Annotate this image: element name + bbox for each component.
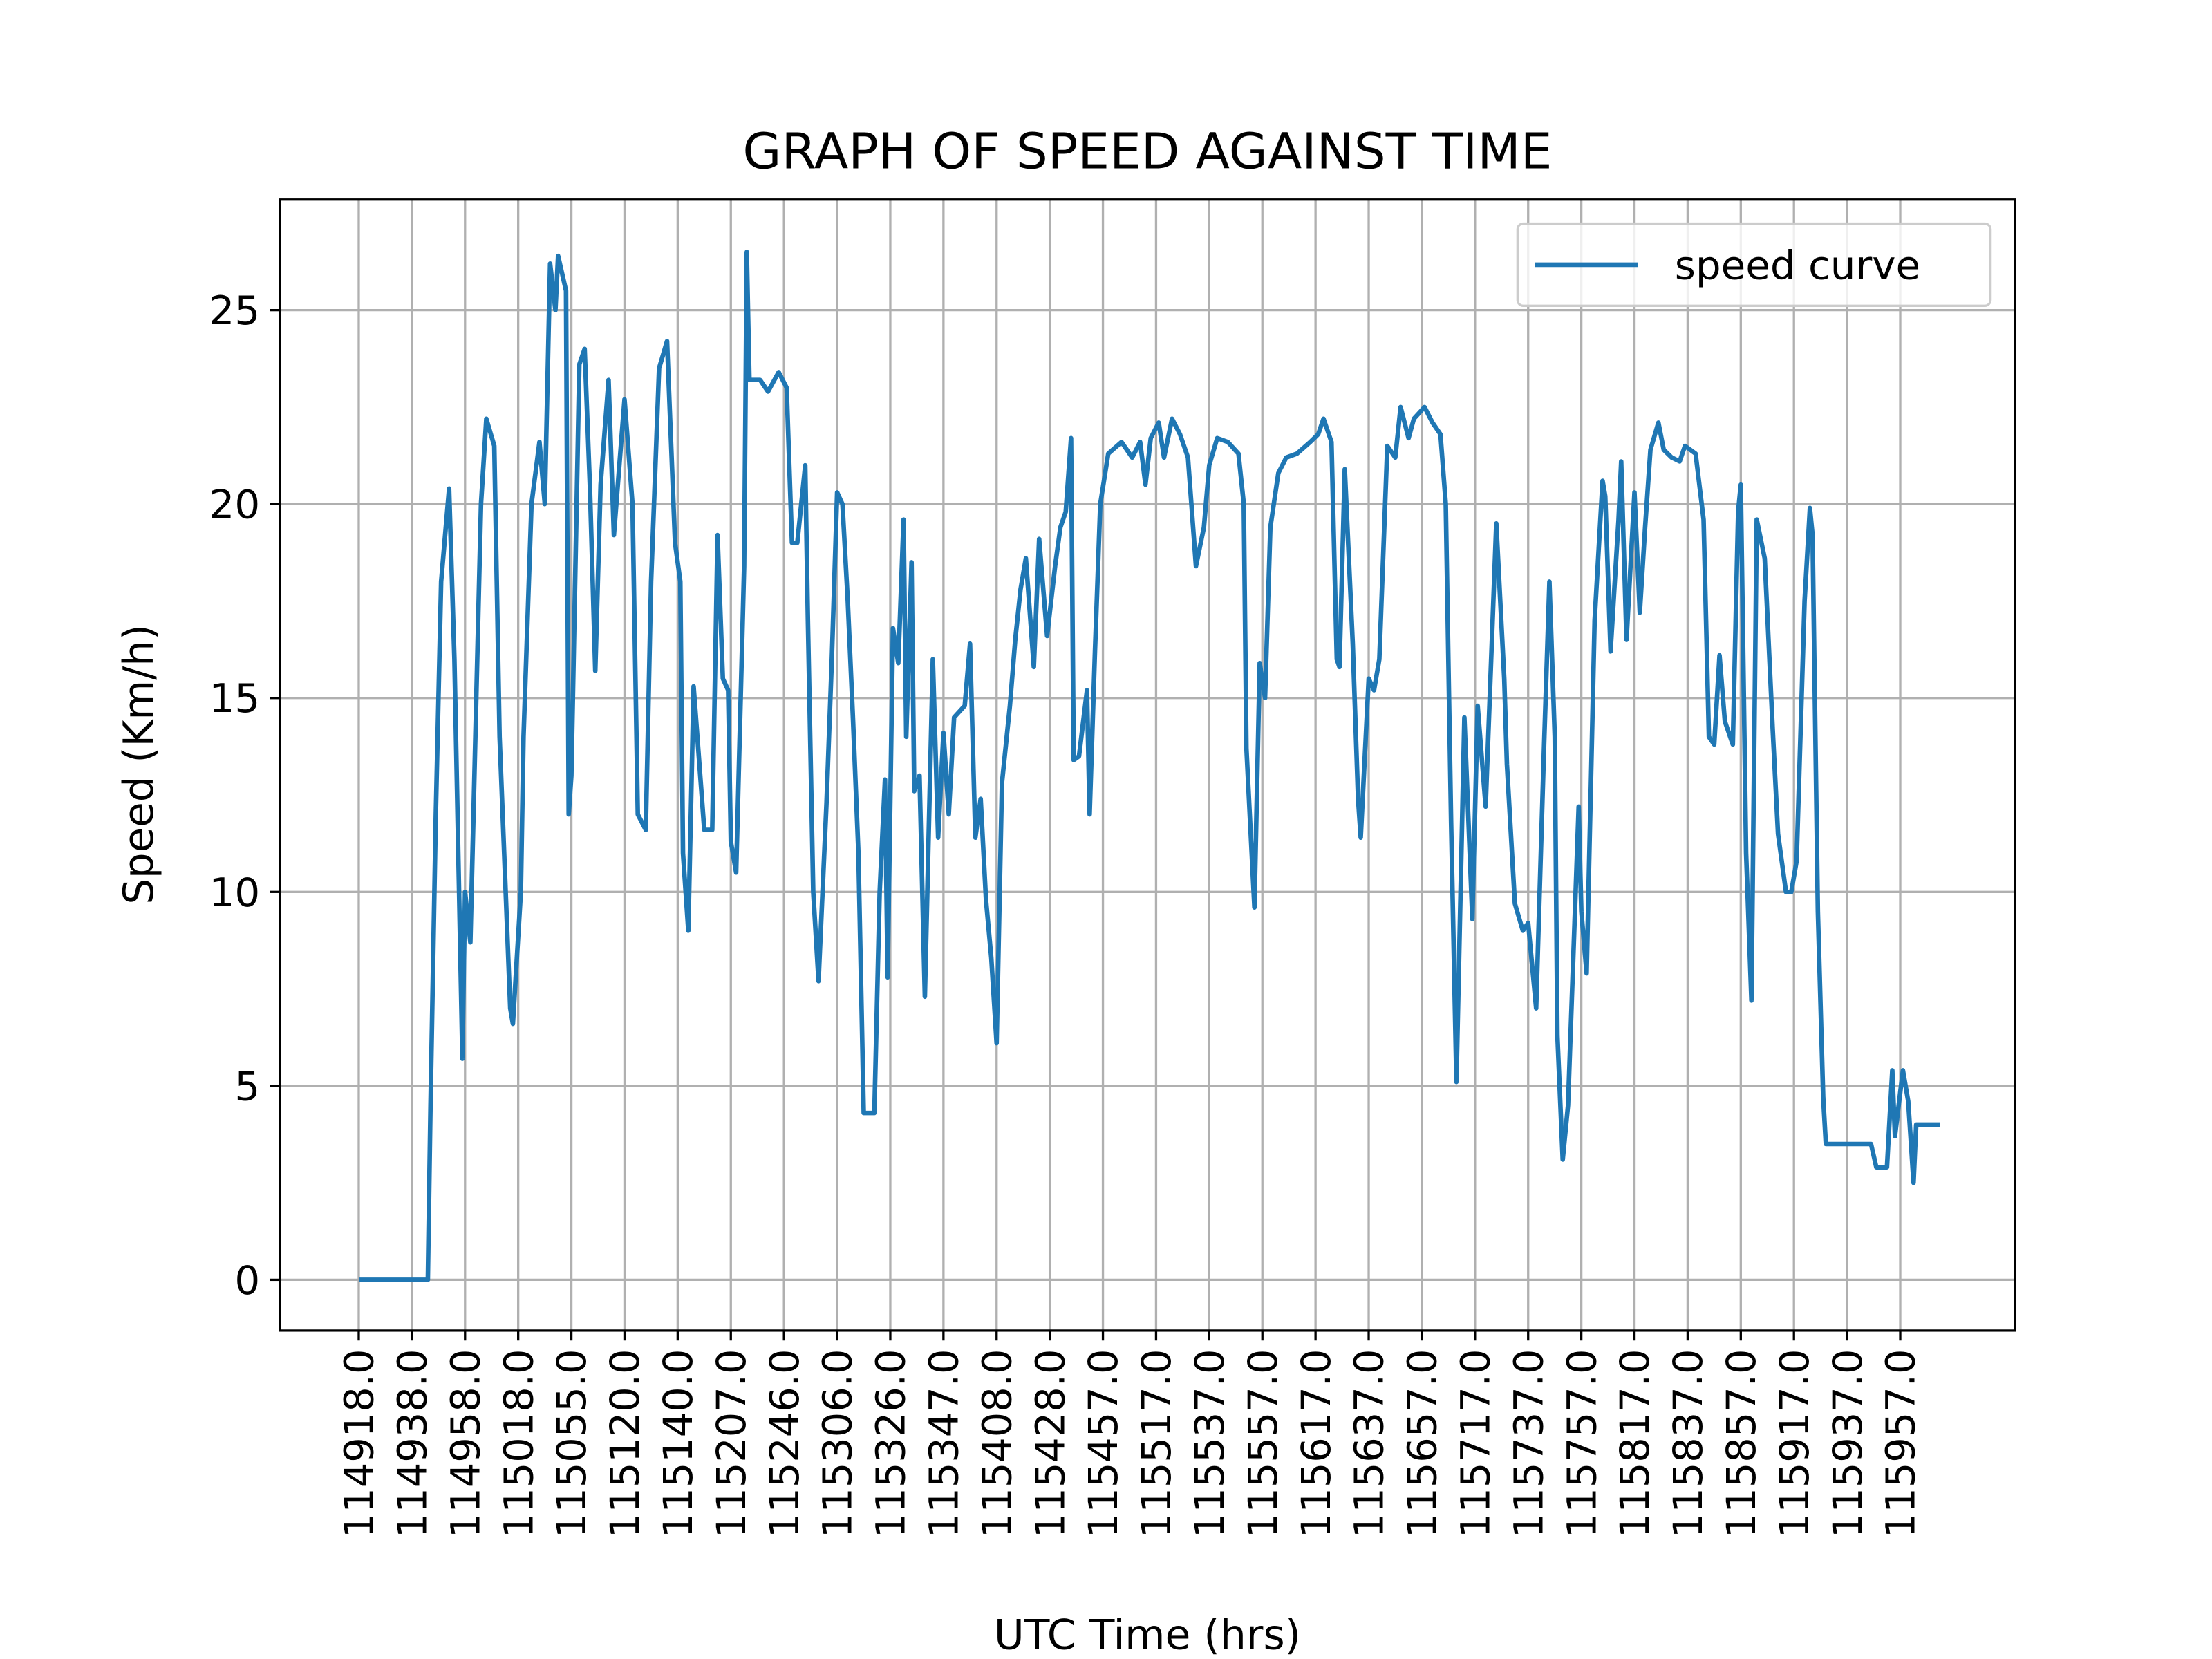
x-tick-label: 115717.0 [1452, 1349, 1499, 1539]
x-tick-label: 115857.0 [1718, 1349, 1765, 1539]
legend-box [1516, 222, 1992, 307]
x-tick-label: 115055.0 [549, 1349, 595, 1539]
x-tick-label: 115018.0 [496, 1349, 542, 1539]
plot-area [358, 250, 1940, 1282]
x-tick-label: 115817.0 [1612, 1349, 1658, 1539]
x-tick-label: 115428.0 [1027, 1349, 1074, 1539]
y-tick-label: 5 [234, 1064, 260, 1110]
x-tick-label: 115557.0 [1240, 1349, 1286, 1539]
chart-title: GRAPH OF SPEED AGAINST TIME [742, 122, 1552, 180]
x-tick-label: 114958.0 [442, 1349, 489, 1539]
x-tick-label: 115637.0 [1346, 1349, 1392, 1539]
x-tick-label: 115517.0 [1134, 1349, 1180, 1539]
x-tick-label: 115326.0 [868, 1349, 914, 1539]
y-tick-label: 0 [234, 1257, 260, 1304]
y-tick-label: 25 [209, 288, 261, 334]
x-tick-label: 115837.0 [1665, 1349, 1712, 1539]
y-tick-label: 20 [209, 482, 261, 528]
x-tick-label: 115957.0 [1877, 1349, 1924, 1539]
x-tick-label: 115347.0 [921, 1349, 967, 1539]
x-tick-label: 115537.0 [1187, 1349, 1233, 1539]
x-tick-label: 115408.0 [974, 1349, 1020, 1539]
x-tick-label: 115917.0 [1772, 1349, 1818, 1539]
legend-label: speed curve [1675, 243, 1920, 289]
x-tick-label: 115757.0 [1559, 1349, 1605, 1539]
data-line [358, 250, 1940, 1282]
x-tick-label: 115140.0 [655, 1349, 702, 1539]
axes-frame [279, 198, 2016, 1332]
x-tick-label: 114938.0 [389, 1349, 435, 1539]
x-tick-label: 115246.0 [762, 1349, 808, 1539]
x-tick-label: 115937.0 [1825, 1349, 1871, 1539]
legend: speed curve [1516, 222, 1992, 307]
y-tick-label: 15 [209, 675, 261, 722]
x-tick-label: 115737.0 [1506, 1349, 1552, 1539]
x-tick-label: 115657.0 [1399, 1349, 1445, 1539]
x-tick-label: 115207.0 [709, 1349, 755, 1539]
x-tick-label: 114918.0 [336, 1349, 382, 1539]
x-tick-label: 115617.0 [1293, 1349, 1340, 1539]
x-tick-label: 115306.0 [814, 1349, 861, 1539]
x-axis-label: UTC Time (hrs) [994, 1612, 1301, 1659]
x-tick-label: 115457.0 [1080, 1349, 1127, 1539]
y-tick-label: 10 [209, 870, 261, 916]
x-tick-label: 115120.0 [602, 1349, 648, 1539]
y-axis-label: Speed (Km/h) [115, 624, 163, 905]
grid: 0 5 10 15 20 25 114918.0 114938.0 114958.0 115018… [209, 199, 2015, 1539]
